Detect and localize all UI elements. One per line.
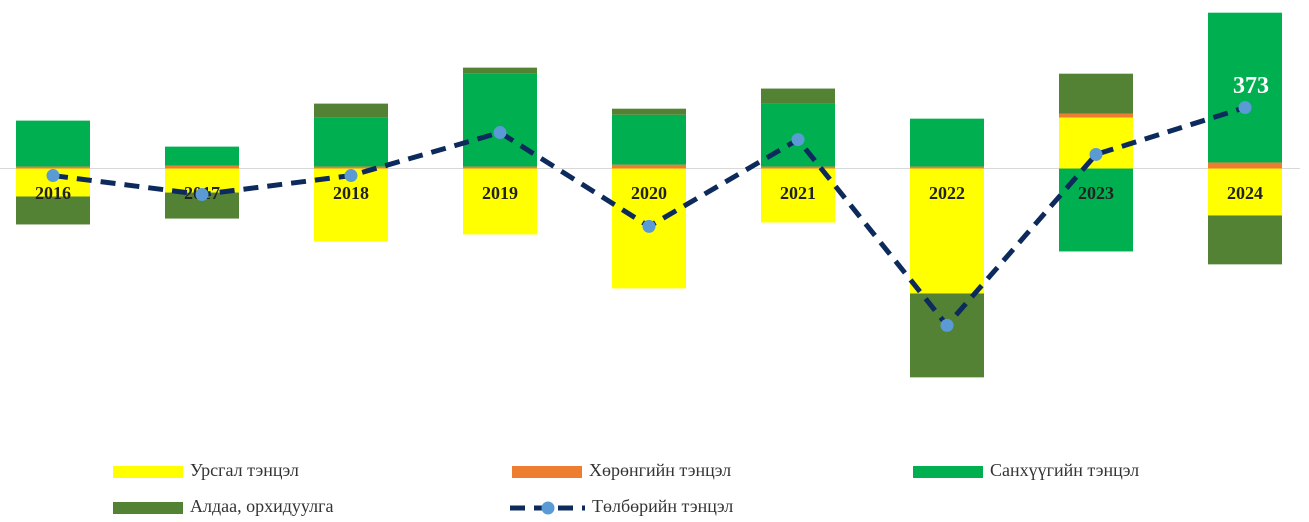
- x-tick-label: 2020: [631, 183, 667, 203]
- bar-segment: [16, 196, 90, 225]
- line-marker: [46, 169, 60, 183]
- bar-segment: [1208, 168, 1282, 216]
- bar-segment: [314, 166, 388, 169]
- data-label: 373: [1233, 73, 1269, 99]
- bar-segment: [910, 118, 984, 167]
- bar-segment: [1208, 162, 1282, 169]
- legend-label: Алдаа, орхидуулга: [190, 496, 333, 516]
- legend-swatch: [913, 466, 983, 478]
- line-marker: [791, 133, 805, 147]
- bar-segment: [165, 146, 239, 166]
- bar-segment: [16, 166, 90, 169]
- bar-segment: [910, 168, 984, 294]
- x-tick-label: 2023: [1078, 183, 1114, 203]
- legend-label: Урсгал тэнцэл: [190, 460, 299, 480]
- x-tick-label: 2016: [35, 183, 71, 203]
- line-marker: [1238, 101, 1252, 115]
- line-marker: [642, 219, 656, 233]
- line-marker: [493, 126, 507, 140]
- bar-segment: [612, 164, 686, 169]
- bar-segment: [761, 168, 835, 223]
- line-marker: [195, 188, 209, 202]
- x-tick-label: 2021: [780, 183, 816, 203]
- bar-segment: [1208, 215, 1282, 265]
- bar-segment: [1059, 73, 1133, 114]
- line-marker: [940, 318, 954, 332]
- legend-swatch: [512, 466, 582, 478]
- bar-segment: [463, 67, 537, 74]
- bar-segment: [1208, 12, 1282, 163]
- bar-segment: [612, 108, 686, 115]
- legend-label: Санхүүгийн тэнцэл: [990, 460, 1139, 480]
- bar-segment: [1059, 113, 1133, 118]
- legend-swatch: [113, 502, 183, 514]
- bar-segment: [463, 166, 537, 169]
- x-tick-label: 2022: [929, 183, 965, 203]
- bar-segment: [761, 166, 835, 169]
- bar-segment: [910, 293, 984, 378]
- x-tick-label: 2019: [482, 183, 518, 203]
- legend-swatch: [113, 466, 183, 478]
- bar-segment: [612, 114, 686, 165]
- bar-segment: [463, 73, 537, 167]
- bar-segment: [463, 168, 537, 235]
- legend-label: Хөрөнгийн тэнцэл: [589, 460, 731, 480]
- bar-segment: [761, 88, 835, 104]
- bar-segment: [314, 117, 388, 167]
- bar-segment: [16, 120, 90, 167]
- bar-segment: [314, 103, 388, 118]
- x-tick-label: 2024: [1227, 183, 1263, 203]
- bar-segment: [910, 166, 984, 169]
- legend-marker: [541, 501, 555, 515]
- bar-segment: [165, 165, 239, 169]
- legend-label: Төлбөрийн тэнцэл: [592, 496, 733, 516]
- x-tick-label: 2018: [333, 183, 369, 203]
- line-marker: [344, 169, 358, 183]
- line-marker: [1089, 147, 1103, 161]
